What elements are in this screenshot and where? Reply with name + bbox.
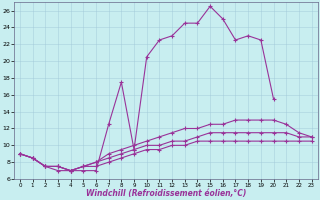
X-axis label: Windchill (Refroidissement éolien,°C): Windchill (Refroidissement éolien,°C) — [85, 189, 246, 198]
